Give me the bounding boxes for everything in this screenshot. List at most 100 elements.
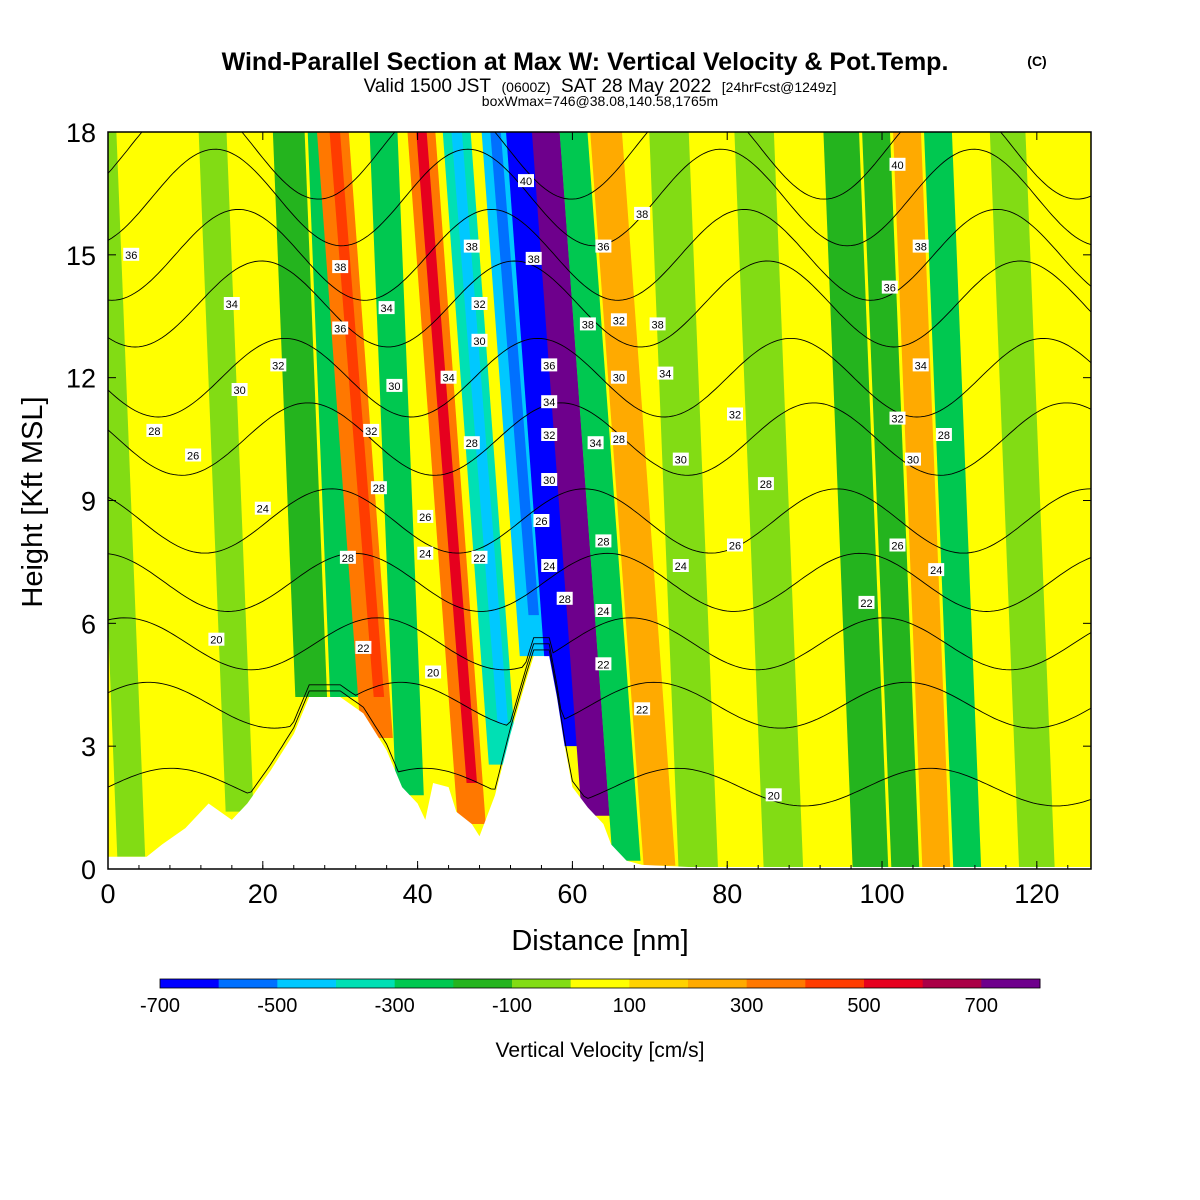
contour-label: 36 xyxy=(881,280,898,295)
box-wmax-info: boxWmax=746@38.08,140.58,1765m xyxy=(482,93,718,109)
contour-label-bg xyxy=(912,239,929,253)
velocity-band xyxy=(649,132,718,867)
contour-label-text: 28 xyxy=(559,594,571,606)
contour-label: 30 xyxy=(386,378,403,393)
colorbar-label: -700 xyxy=(140,995,180,1017)
contour-label-bg xyxy=(123,247,140,261)
contour-label: 30 xyxy=(471,333,488,348)
contour-label-text: 28 xyxy=(466,438,478,450)
contour-label-bg xyxy=(332,321,349,335)
velocity-band xyxy=(369,132,424,796)
copyright-mark: (C) xyxy=(1027,53,1046,69)
contour-label-text: 28 xyxy=(373,483,385,495)
contour-label-bg xyxy=(727,538,743,552)
velocity-band xyxy=(924,132,982,867)
contour-label-bg xyxy=(471,297,488,310)
contour-label-bg xyxy=(417,509,434,523)
contour-label-text: 24 xyxy=(930,565,942,577)
contour-label-text: 28 xyxy=(613,434,625,446)
contour-label: 30 xyxy=(672,452,689,467)
contour-label: 34 xyxy=(912,358,929,372)
contour-label-bg xyxy=(332,260,349,274)
contour-label: 32 xyxy=(889,411,906,426)
y-tick-label: 6 xyxy=(81,609,96,639)
colorbar-label: 300 xyxy=(730,995,763,1017)
contour-label-bg xyxy=(417,546,434,560)
theta-contour-line xyxy=(108,488,1091,554)
contour-label-text: 40 xyxy=(520,176,532,188)
contour-label-bg xyxy=(471,550,488,564)
velocity-band xyxy=(955,132,1016,867)
contour-label-text: 38 xyxy=(651,319,663,331)
contour-label: 24 xyxy=(928,563,945,577)
contour-label-text: 22 xyxy=(597,659,609,671)
contour-label: 28 xyxy=(370,481,387,495)
velocity-band xyxy=(823,132,889,867)
velocity-band xyxy=(231,132,293,771)
contour-label: 38 xyxy=(912,239,929,254)
colorbar-swatch xyxy=(746,979,806,988)
contour-label-text: 28 xyxy=(342,553,354,565)
contour-label: 28 xyxy=(757,477,774,491)
contour-label: 28 xyxy=(463,436,480,450)
contour-label-text: 24 xyxy=(597,606,609,618)
contour-label-text: 34 xyxy=(442,373,454,385)
contour-label-text: 40 xyxy=(891,160,903,172)
contour-label-bg xyxy=(595,657,612,671)
contour-label-text: 26 xyxy=(187,451,199,463)
velocity-core xyxy=(490,132,539,616)
contour-label-text: 20 xyxy=(210,635,222,647)
valid-time-line: Valid 1500 JST (0600Z) SAT 28 May 2022 [… xyxy=(364,76,837,97)
contour-label-text: 32 xyxy=(365,426,377,438)
colorbar-swatch xyxy=(394,979,454,988)
contour-label-text: 28 xyxy=(148,426,160,438)
contour-label-text: 30 xyxy=(907,455,919,467)
velocity-band xyxy=(108,132,146,857)
theta-contour-line xyxy=(108,402,1091,476)
contour-label-bg xyxy=(378,301,395,315)
contour-label: 26 xyxy=(727,538,743,553)
x-tick-label: 20 xyxy=(248,879,278,909)
x-tick-label: 80 xyxy=(712,879,742,909)
x-axis: 0 20 40 60 80 100 120 xyxy=(100,132,1069,909)
contour-label-bg xyxy=(463,436,480,450)
contour-label: 24 xyxy=(595,604,612,618)
contour-label: 24 xyxy=(254,501,271,516)
contour-label-bg xyxy=(634,206,651,220)
colorbar-swatch xyxy=(512,979,572,988)
colorbar-label: 700 xyxy=(965,995,998,1017)
colorbar-label: 500 xyxy=(847,995,880,1017)
contour-label-bg xyxy=(541,358,558,372)
colorbar-frame xyxy=(159,978,1041,989)
theta-contour-line xyxy=(108,208,1091,301)
contour-label-bg xyxy=(912,358,929,372)
contour-label-text: 24 xyxy=(257,504,269,516)
contour-label: 24 xyxy=(541,559,558,573)
contour-label-bg xyxy=(634,702,651,716)
contour-label-bg xyxy=(595,239,612,253)
contour-label-text: 22 xyxy=(636,704,648,716)
y-tick-label: 18 xyxy=(66,118,96,148)
contour-label: 34 xyxy=(657,366,674,381)
contour-label: 26 xyxy=(533,514,550,528)
contour-label-bg xyxy=(610,432,627,446)
contour-label-bg xyxy=(541,473,558,486)
contour-label: 40 xyxy=(518,174,534,188)
contour-label-bg xyxy=(928,563,945,577)
contour-label-text: 26 xyxy=(535,516,547,528)
contour-label: 20 xyxy=(425,665,442,680)
contour-label: 22 xyxy=(634,702,651,716)
x-tick-label: 100 xyxy=(859,879,904,909)
contour-label-text: 34 xyxy=(589,438,601,450)
contour-label-bg xyxy=(525,251,542,265)
contour-label: 28 xyxy=(146,423,163,438)
contour-label: 28 xyxy=(610,432,627,446)
contour-label-bg xyxy=(208,632,225,646)
velocity-band xyxy=(862,132,920,867)
velocity-core xyxy=(540,132,601,775)
contour-label-bg xyxy=(657,366,674,380)
contour-label: 22 xyxy=(471,550,488,565)
contour-label-text: 30 xyxy=(388,381,400,393)
